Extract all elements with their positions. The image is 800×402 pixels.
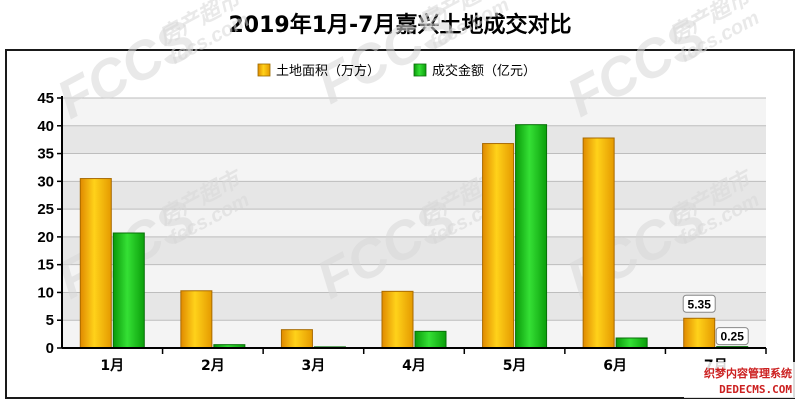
- y-tick-labels: 0 5 10 15 20 25 30 35 40 45: [37, 90, 54, 357]
- y-tick-label: 35: [37, 146, 54, 163]
- bar-area: [683, 317, 716, 349]
- y-tick-label: 20: [37, 229, 54, 246]
- x-category-label: 3月: [302, 358, 326, 374]
- bar-area: [180, 290, 213, 349]
- grid-band: [62, 320, 766, 348]
- y-tick-label: 0: [46, 340, 54, 357]
- bar-area: [280, 329, 313, 349]
- x-category-label: 6月: [603, 358, 627, 374]
- legend-swatch-area: [257, 63, 271, 77]
- data-label: 5.35: [688, 297, 712, 311]
- grid-band: [62, 181, 766, 210]
- footer-badge: [684, 362, 796, 398]
- gridlines: [62, 97, 766, 349]
- axes: [57, 96, 767, 354]
- grid-band: [62, 98, 766, 126]
- y-tick-label: 5: [46, 312, 54, 329]
- legend-label-area: 土地面积（万方）: [276, 63, 380, 79]
- bar-area: [381, 290, 414, 349]
- grid-band: [62, 153, 766, 182]
- bar-amount: [414, 330, 447, 349]
- y-tick-label: 40: [37, 118, 54, 135]
- grid-band: [62, 264, 766, 293]
- y-tick-label: 30: [37, 173, 54, 190]
- x-category-label: 5月: [503, 358, 527, 374]
- data-label: 0.25: [721, 330, 745, 344]
- bar-amount: [515, 124, 548, 349]
- data-label-box: [682, 294, 716, 313]
- grid-band: [62, 209, 766, 237]
- y-tick-label: 15: [37, 257, 54, 274]
- x-category-label: 2月: [201, 358, 225, 374]
- y-tick-label: 25: [37, 201, 54, 218]
- footer-line1: 织梦内容管理系统: [704, 366, 792, 380]
- legend: 土地面积（万方） 成交金额（亿元）: [257, 63, 536, 79]
- bar-amount: [615, 337, 648, 349]
- legend-swatch-amount: [413, 63, 427, 77]
- y-tick-label: 45: [37, 90, 54, 107]
- data-labels: 5.35 0.25: [682, 294, 749, 346]
- bar-area: [582, 137, 615, 349]
- chart-title: 2019年1月-7月嘉兴土地成交对比: [229, 12, 572, 38]
- legend-label-amount: 成交金额（亿元）: [432, 63, 536, 79]
- grid-band: [62, 125, 766, 154]
- bar-amount: [112, 232, 145, 349]
- data-label-box: [715, 327, 749, 346]
- x-category-label: 1月: [100, 358, 124, 374]
- bar-area: [482, 143, 515, 349]
- y-tick-label: 10: [37, 284, 54, 301]
- grid-band: [62, 292, 766, 321]
- x-category-label: 4月: [402, 358, 426, 374]
- footer-line2: DEDECMS.COM: [719, 383, 792, 396]
- bar-area: [79, 178, 112, 349]
- grid-band: [62, 236, 766, 265]
